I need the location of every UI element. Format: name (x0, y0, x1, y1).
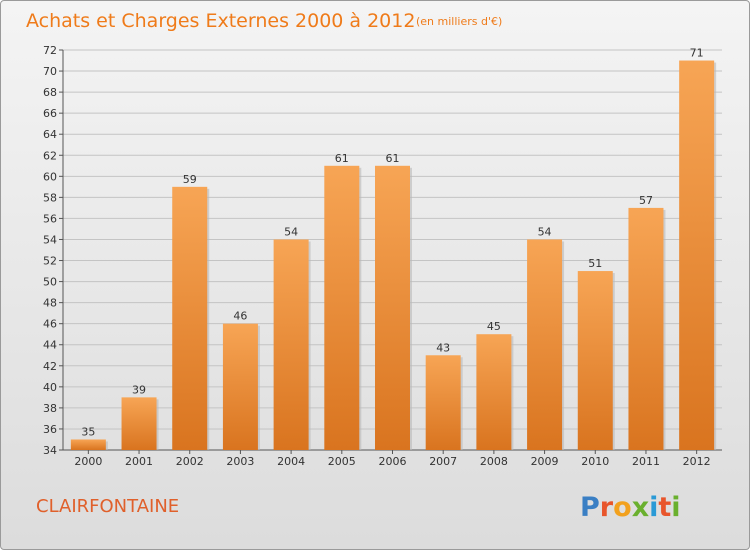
data-label: 54 (538, 225, 552, 238)
data-label: 35 (81, 425, 95, 438)
data-label: 39 (132, 383, 146, 396)
bar-2008 (476, 334, 512, 450)
x-tick-label: 2009 (531, 455, 559, 468)
logo-letter: x (632, 492, 649, 523)
x-tick-label: 2000 (74, 455, 102, 468)
logo-letter: r (600, 492, 614, 523)
data-label: 45 (487, 320, 501, 333)
tick-labels: 34 36 38 40 42 44 46 48 50 52 54 56 58 60 62 64 66 68 70 72… (43, 44, 711, 468)
y-tick-label: 72 (43, 44, 57, 57)
bar-2003 (222, 323, 258, 450)
y-tick-label: 56 (43, 212, 57, 225)
x-tick-label: 2004 (277, 455, 305, 468)
y-tick-label: 36 (43, 423, 57, 436)
x-tick-label: 2003 (226, 455, 254, 468)
y-tick-label: 48 (43, 297, 57, 310)
bar-2006 (375, 165, 410, 450)
x-tick-label: 2007 (429, 455, 457, 468)
x-tick-label: 2010 (581, 455, 609, 468)
bar-2000 (70, 439, 106, 450)
bar-2009 (527, 239, 563, 450)
y-tick-label: 40 (43, 381, 57, 394)
x-tick-label: 2005 (328, 455, 356, 468)
proxiti-logo: Proxiti (580, 492, 681, 523)
logo-letter: t (658, 492, 671, 523)
data-label: 59 (183, 173, 197, 186)
y-tick-label: 58 (43, 191, 57, 204)
x-tick-label: 2012 (683, 455, 711, 468)
y-tick-label: 38 (43, 402, 57, 415)
bar-2001 (121, 397, 157, 450)
y-tick-label: 46 (43, 318, 57, 331)
y-tick-label: 62 (43, 149, 57, 162)
y-tick-label: 34 (43, 444, 57, 457)
data-label: 57 (639, 194, 653, 207)
bar-2011 (628, 207, 664, 450)
x-tick-label: 2001 (125, 455, 153, 468)
y-tick-label: 66 (43, 107, 57, 120)
data-label: 61 (335, 152, 349, 165)
data-label: 46 (233, 310, 247, 323)
data-label: 51 (588, 257, 602, 270)
y-tick-label: 68 (43, 86, 57, 99)
chart-subtitle: (en milliers d'€) (416, 15, 502, 28)
x-tick-label: 2008 (480, 455, 508, 468)
data-label: 61 (386, 152, 400, 165)
y-tick-label: 52 (43, 255, 57, 268)
logo-letter: i (649, 492, 658, 523)
y-tick-label: 60 (43, 170, 57, 183)
data-label: 71 (690, 47, 704, 60)
bars (70, 60, 717, 451)
y-tick-label: 42 (43, 360, 57, 373)
y-tick-label: 50 (43, 276, 57, 289)
data-label: 43 (436, 341, 450, 354)
bar-2004 (273, 239, 309, 450)
logo-letter: o (613, 492, 632, 523)
x-tick-label: 2002 (176, 455, 204, 468)
y-tick-label: 64 (43, 128, 57, 141)
data-label: 54 (284, 225, 298, 238)
logo-letter: P (580, 492, 600, 523)
bar-2005 (324, 165, 360, 450)
y-tick-label: 54 (43, 233, 57, 246)
chart-title: Achats et Charges Externes 2000 à 2012 (26, 10, 415, 32)
x-tick-label: 2006 (379, 455, 407, 468)
y-tick-label: 44 (43, 339, 57, 352)
bar-2012 (679, 60, 715, 451)
bar-2010 (577, 271, 613, 450)
x-tick-label: 2011 (632, 455, 660, 468)
bar-2007 (425, 355, 461, 450)
y-tick-label: 70 (43, 65, 57, 78)
bar-2002 (172, 186, 208, 450)
logo-letter: i (671, 492, 680, 523)
city-name: CLAIRFONTAINE (36, 496, 179, 517)
